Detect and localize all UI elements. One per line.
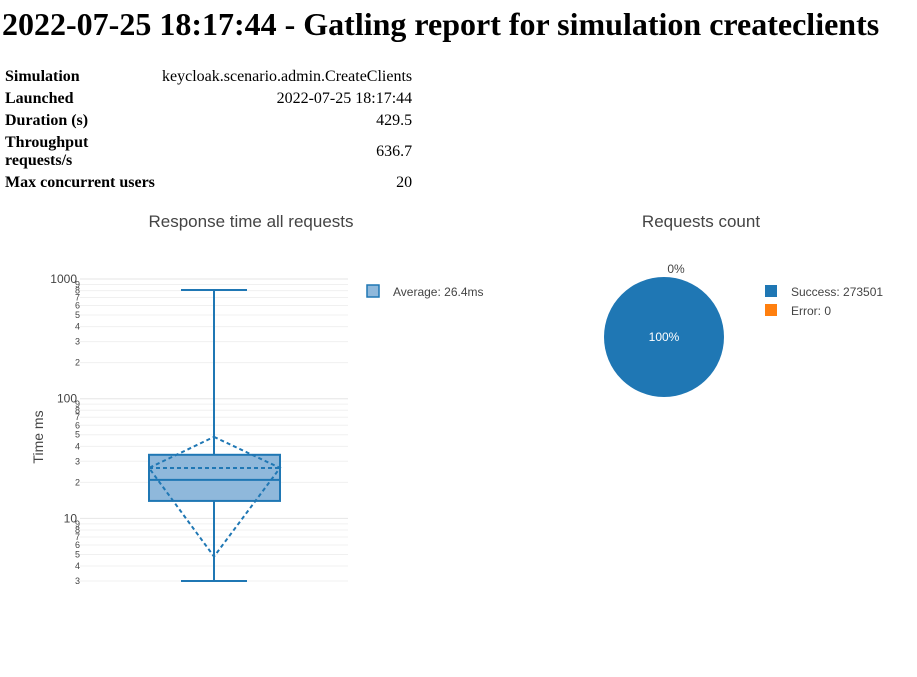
y-tick-label-minor: 8	[75, 525, 80, 535]
summary-value: 20	[396, 174, 413, 191]
summary-table: Simulation keycloak.scenario.admin.Creat…	[2, 65, 415, 195]
pie-slice-label: 100%	[649, 330, 680, 344]
y-tick-label-minor: 8	[75, 405, 80, 415]
summary-label: Max concurrent users	[5, 174, 155, 191]
pie-legend-swatch	[765, 285, 777, 297]
summary-row: Max concurrent users 20	[4, 173, 413, 193]
pie-chart-title: Requests count	[642, 212, 760, 231]
summary-label: Throughput requests/s	[5, 134, 89, 169]
y-tick-label-minor: 8	[75, 286, 80, 296]
y-tick-label-minor: 3	[75, 456, 80, 466]
summary-label: Launched	[5, 90, 74, 107]
y-tick-label-minor: 9	[75, 279, 80, 289]
y-tick-label-minor: 4	[75, 322, 80, 332]
summary-value: 2022-07-25 18:17:44	[276, 90, 413, 107]
summary-value: 429.5	[376, 112, 413, 129]
pie-legend-label: Success: 273501	[791, 285, 883, 299]
y-tick-label-minor: 9	[75, 519, 80, 529]
y-tick-label-minor: 5	[75, 310, 80, 320]
box-chart-gridlines	[80, 278, 348, 582]
y-tick-label-minor: 6	[75, 540, 80, 550]
y-tick-label-minor: 7	[75, 293, 80, 303]
pie-series: 100% 0%	[604, 262, 724, 397]
summary-row: Duration (s) 429.5	[4, 111, 413, 131]
y-tick-label-minor: 4	[75, 561, 80, 571]
pie-chart-legend: Success: 273501 Error: 0	[765, 285, 883, 318]
y-tick-label-major: 1000	[50, 272, 77, 286]
summary-label: Duration (s)	[5, 112, 89, 129]
y-tick-label-minor: 6	[75, 301, 80, 311]
y-tick-label-major: 10	[64, 511, 78, 525]
box-legend-swatch	[366, 284, 380, 298]
y-tick-label-minor: 7	[75, 412, 80, 422]
box-legend-label: Average: 26.4ms	[393, 285, 484, 299]
pie-legend-swatch	[765, 304, 777, 316]
y-tick-label-minor: 9	[75, 399, 80, 409]
box-chart-title: Response time all requests	[148, 212, 353, 231]
summary-row: Throughput requests/s 636.7	[4, 133, 413, 171]
summary-value: keycloak.scenario.admin.CreateClients	[162, 68, 413, 85]
box-chart-legend: Average: 26.4ms	[366, 284, 484, 299]
box-mean-diamond	[147, 435, 282, 559]
y-tick-label-minor: 6	[75, 420, 80, 430]
y-tick-label-major: 100	[57, 392, 77, 406]
pie-slice-label: 0%	[667, 262, 685, 276]
y-tick-label-minor: 5	[75, 549, 80, 559]
pie-slice	[604, 277, 724, 397]
summary-row: Simulation keycloak.scenario.admin.Creat…	[4, 67, 413, 87]
box-chart-ylabel: Time ms	[30, 410, 46, 463]
report-title: 2022-07-25 18:17:44 - Gatling report for…	[2, 6, 880, 42]
summary-value: 636.7	[376, 143, 413, 160]
y-tick-label-minor: 5	[75, 430, 80, 440]
y-tick-label-minor: 2	[75, 358, 80, 368]
y-tick-label-minor: 2	[75, 477, 80, 487]
y-tick-label-minor: 4	[75, 441, 80, 451]
box-iqr	[148, 453, 281, 502]
y-tick-label-minor: 3	[75, 576, 80, 586]
pie-legend-label: Error: 0	[791, 304, 831, 318]
y-tick-label-minor: 3	[75, 337, 80, 347]
summary-row: Launched 2022-07-25 18:17:44	[4, 89, 413, 109]
y-tick-label-minor: 7	[75, 532, 80, 542]
box-plot-series	[147, 288, 282, 582]
summary-label: Simulation	[5, 68, 80, 85]
